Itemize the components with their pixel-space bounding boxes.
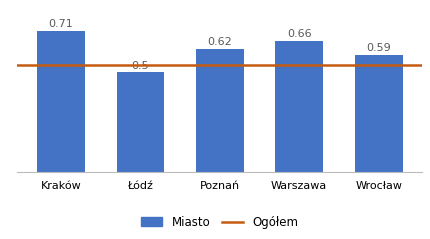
Bar: [37, 31, 85, 172]
Bar: [275, 41, 322, 172]
Bar: [354, 54, 402, 172]
Text: 0.59: 0.59: [366, 43, 390, 53]
Bar: [196, 49, 243, 172]
Text: 0.62: 0.62: [207, 37, 232, 47]
Bar: [116, 72, 164, 172]
Text: 0.5: 0.5: [131, 61, 149, 71]
Legend: Miasto, Ogółem: Miasto, Ogółem: [138, 214, 301, 231]
Text: 0.71: 0.71: [49, 19, 73, 29]
Text: 0.66: 0.66: [286, 29, 311, 39]
